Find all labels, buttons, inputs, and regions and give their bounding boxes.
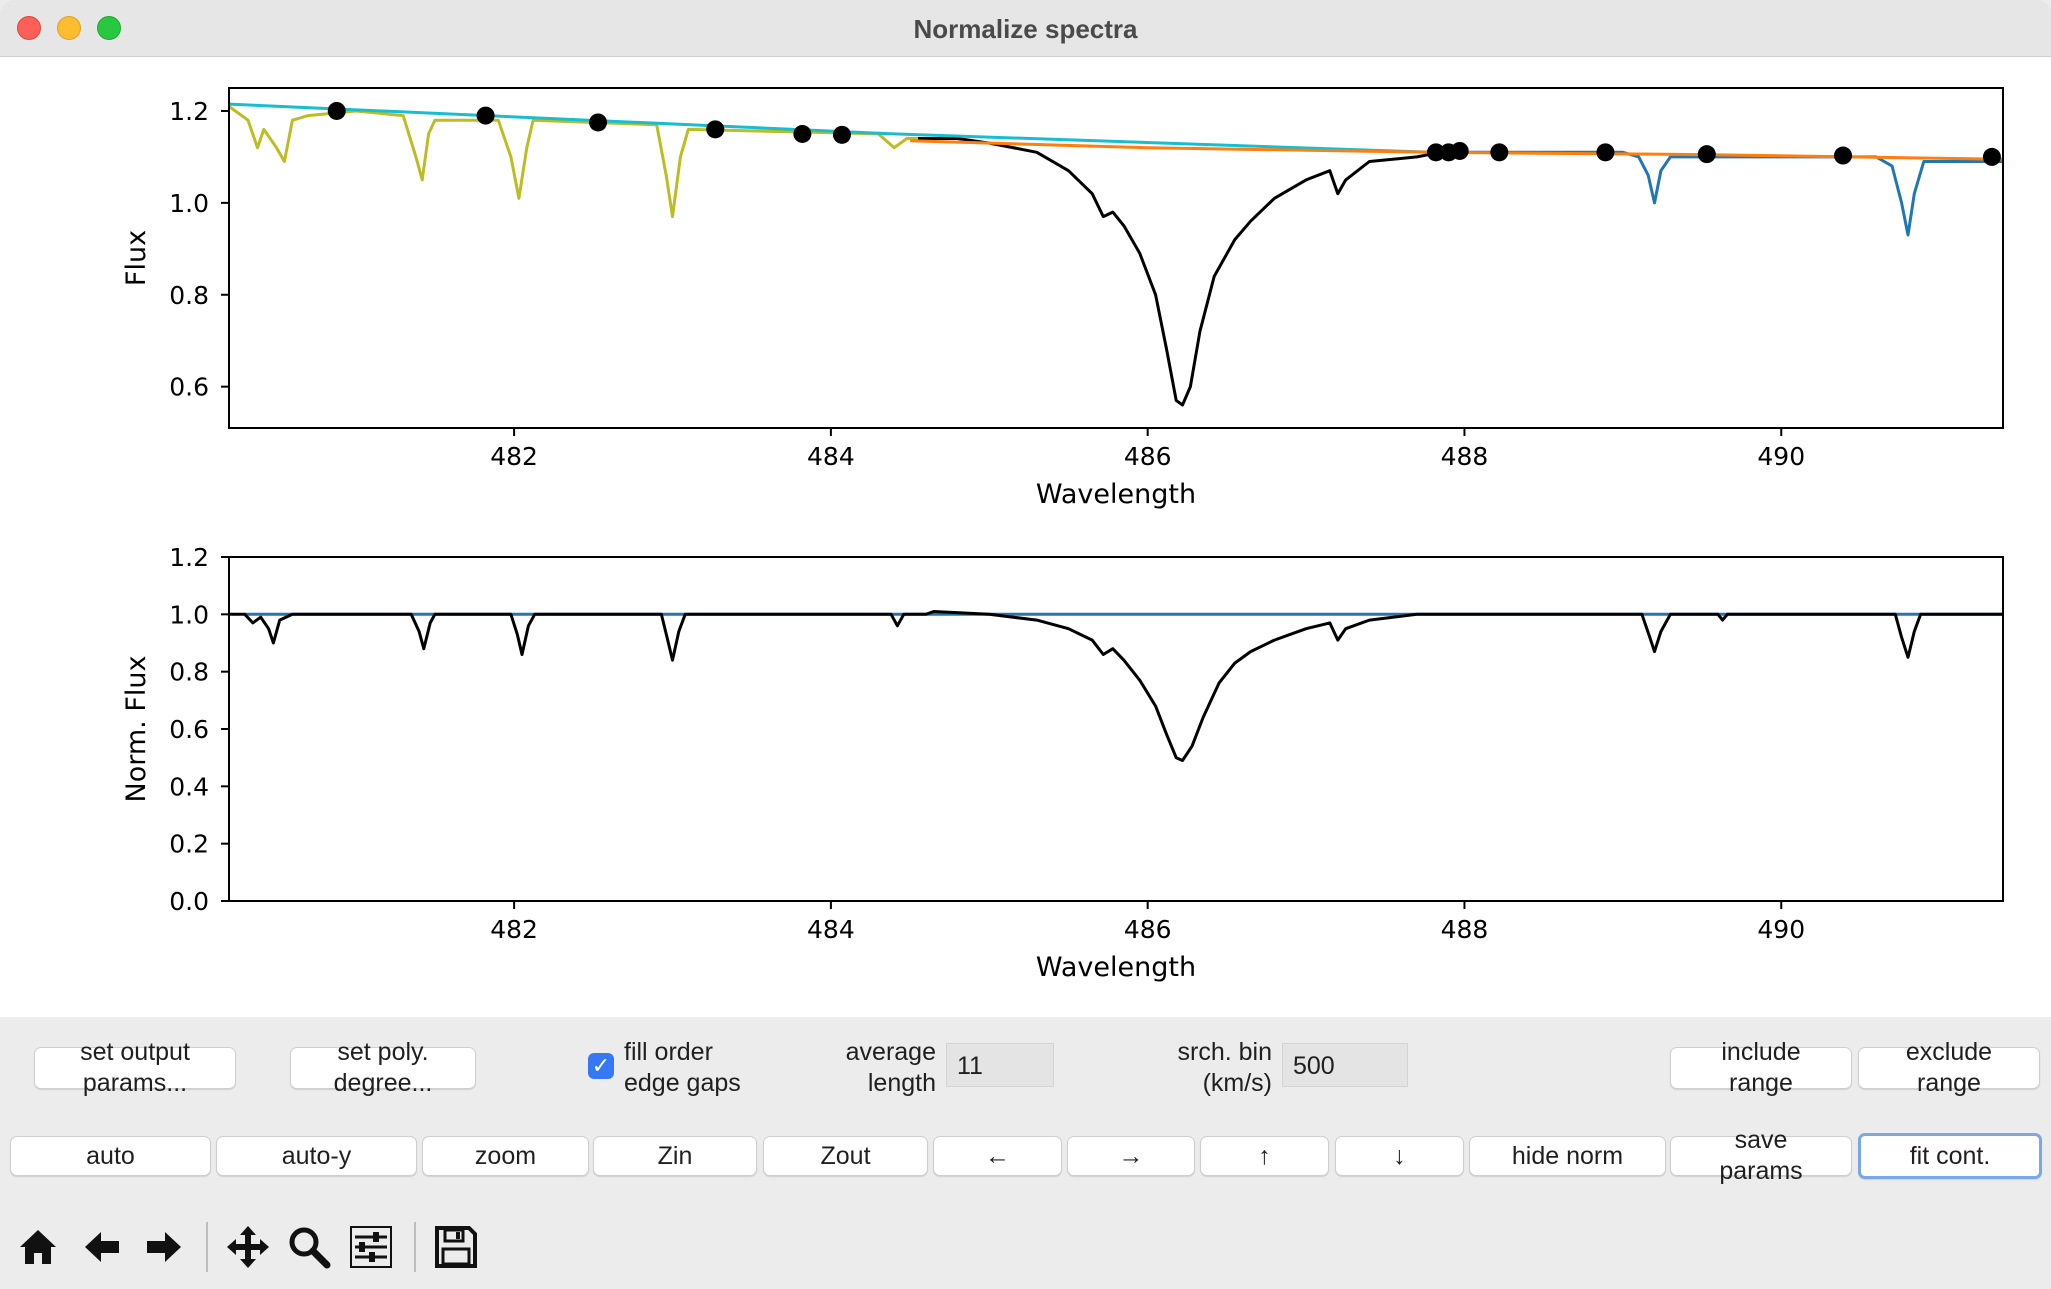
configure-subplots-icon[interactable] xyxy=(347,1221,395,1273)
y-tick-label: 0.8 xyxy=(169,281,209,310)
axes-frame xyxy=(228,556,2004,902)
continuum-point-marker xyxy=(1490,143,1509,162)
pan-up-button[interactable]: ↑ xyxy=(1200,1136,1329,1176)
x-tick-label: 482 xyxy=(490,442,538,471)
y-axis-label: Flux xyxy=(121,230,152,286)
x-axis-label: Wavelength xyxy=(1036,479,1196,510)
set-poly-degree-button[interactable]: set poly. degree... xyxy=(290,1038,476,1097)
toolbar-separator xyxy=(414,1222,416,1272)
series-line-0-2 xyxy=(918,137,1441,407)
continuum-point-marker xyxy=(793,124,812,143)
continuum-point-marker xyxy=(589,113,608,132)
fit-cont-button[interactable]: fit cont. xyxy=(1858,1133,2042,1179)
pan-down-button[interactable]: ↓ xyxy=(1335,1136,1464,1176)
x-tick-label: 490 xyxy=(1757,442,1805,471)
x-tick-label: 486 xyxy=(1124,442,1172,471)
x-tick-label: 490 xyxy=(1757,915,1805,944)
y-tick-label: 0.0 xyxy=(169,887,209,916)
series-line-0-1 xyxy=(1432,150,2003,237)
y-tick-label: 1.2 xyxy=(169,543,209,572)
close-button[interactable] xyxy=(17,16,41,40)
srch-bin-input[interactable]: 500 xyxy=(1282,1043,1408,1087)
y-tick-label: 1.2 xyxy=(169,97,209,126)
plot-canvas[interactable]: 482 484 486 488 490 0.6 0.8 1.0 1.2 Wavelength Flu… xyxy=(0,57,2051,1017)
toolbar-separator xyxy=(206,1222,208,1272)
continuum-point-marker xyxy=(327,101,346,120)
axes-frame xyxy=(228,87,2004,429)
zoom-button[interactable]: zoom xyxy=(422,1136,589,1176)
series-line-0-0 xyxy=(229,105,926,219)
x-tick-label: 482 xyxy=(490,915,538,944)
zoom-out-button[interactable]: Zout xyxy=(763,1136,928,1176)
y-tick-label: 0.8 xyxy=(169,658,209,687)
average-length-input[interactable]: 11 xyxy=(946,1043,1054,1087)
continuum-point-marker xyxy=(1596,143,1615,162)
hide-norm-button[interactable]: hide norm xyxy=(1469,1136,1666,1176)
y-tick-label: 0.4 xyxy=(169,772,209,801)
x-tick-label: 486 xyxy=(1124,915,1172,944)
maximize-button[interactable] xyxy=(97,16,121,40)
series-line-0-3 xyxy=(229,102,1433,154)
save-params-button[interactable]: save params xyxy=(1670,1126,1852,1185)
continuum-point-marker xyxy=(1450,141,1469,160)
average-length-label: average length xyxy=(845,1038,936,1097)
fill-order-edge-gaps-label: fill order edge gaps xyxy=(624,1038,741,1097)
pan-left-button[interactable]: ← xyxy=(933,1136,1062,1176)
x-tick-label: 484 xyxy=(807,915,855,944)
exclude-range-button[interactable]: exclude range xyxy=(1858,1038,2040,1097)
y-tick-label: 0.6 xyxy=(169,715,209,744)
pan-right-button[interactable]: → xyxy=(1067,1136,1195,1176)
y-tick-label: 1.0 xyxy=(169,189,209,218)
forward-arrow-icon[interactable] xyxy=(140,1221,188,1273)
y-tick-label: 0.2 xyxy=(169,830,209,859)
srch-bin-label: srch. bin (km/s) xyxy=(1177,1038,1272,1097)
continuum-point-marker xyxy=(476,106,495,125)
minimize-button[interactable] xyxy=(57,16,81,40)
auto-y-button[interactable]: auto-y xyxy=(216,1136,417,1176)
y-axis-label: Norm. Flux xyxy=(121,656,152,803)
y-tick-label: 0.6 xyxy=(169,373,209,402)
series-line-1-1 xyxy=(229,610,2003,762)
x-axis-label: Wavelength xyxy=(1036,952,1196,983)
home-icon[interactable] xyxy=(14,1221,62,1273)
control-panel: set output params... set poly. degree...… xyxy=(0,1017,2051,1289)
zoom-in-button[interactable]: Zin xyxy=(593,1136,757,1176)
save-icon[interactable] xyxy=(432,1221,480,1273)
continuum-point-marker xyxy=(1426,143,1445,162)
auto-button[interactable]: auto xyxy=(10,1136,211,1176)
zoom-magnifier-icon[interactable] xyxy=(285,1221,333,1273)
x-tick-label: 484 xyxy=(807,442,855,471)
x-tick-label: 488 xyxy=(1441,442,1489,471)
include-range-button[interactable]: include range xyxy=(1670,1038,1852,1097)
window-title: Normalize spectra xyxy=(913,14,1138,44)
continuum-point-marker xyxy=(706,120,725,139)
x-tick-label: 488 xyxy=(1441,915,1489,944)
y-tick-label: 1.0 xyxy=(169,600,209,629)
figure-svg[interactable]: 482 484 486 488 490 0.6 0.8 1.0 1.2 Wavelength Flu… xyxy=(0,57,2051,1017)
continuum-point-marker xyxy=(1834,146,1853,165)
set-output-params-button[interactable]: set output params... xyxy=(34,1038,236,1097)
fill-order-edge-gaps-checkbox[interactable]: ✓ xyxy=(588,1053,614,1079)
continuum-point-marker xyxy=(1697,145,1716,164)
back-arrow-icon[interactable] xyxy=(78,1221,126,1273)
continuum-point-marker xyxy=(1982,147,2001,166)
continuum-point-marker xyxy=(832,125,851,144)
title-bar: Normalize spectra xyxy=(0,0,2051,57)
pan-icon[interactable] xyxy=(224,1221,272,1273)
